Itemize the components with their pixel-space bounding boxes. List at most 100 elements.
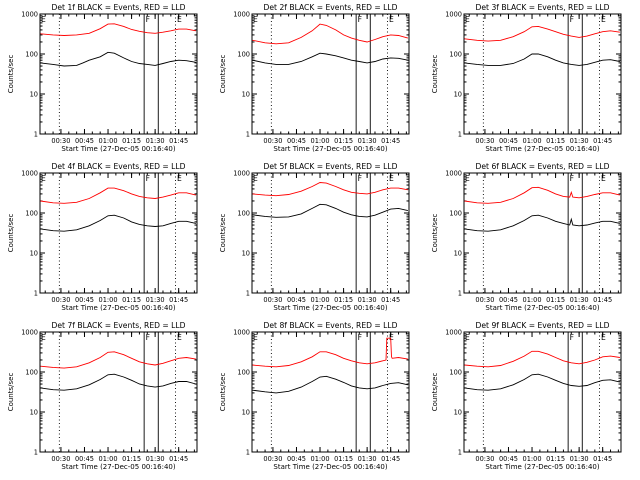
marker-label: F	[358, 333, 362, 342]
x-tick-label: 01:15	[546, 137, 565, 145]
plot-frame	[463, 331, 622, 453]
y-axis-label: Counts/sec	[431, 55, 439, 94]
x-axis-label: Start Time (27-Dec-05 00:16:40)	[61, 145, 175, 153]
x-tick-label: 01:15	[546, 296, 565, 304]
x-tick-label: 01:15	[334, 455, 353, 463]
y-tick-label: 1000	[445, 329, 462, 337]
series-line	[252, 337, 408, 368]
x-tick-label: 01:30	[146, 296, 165, 304]
y-tick-label: 100	[25, 210, 38, 218]
y-tick-label: 100	[25, 369, 38, 377]
x-tick-label: 01:30	[358, 455, 377, 463]
panel-det-7: Det 7f BLACK = Events, RED = LLD Counts/s…	[7, 321, 198, 471]
x-tick-label: 01:15	[122, 137, 141, 145]
x-tick-label: 01:00	[99, 296, 118, 304]
x-axis-label: Start Time (27-Dec-05 00:16:40)	[485, 304, 599, 312]
y-tick-label: 100	[237, 210, 250, 218]
series-line	[40, 51, 196, 67]
y-tick-label: 10	[454, 250, 462, 258]
panel-det-6: Det 6f BLACK = Events, RED = LLD Counts/s…	[431, 162, 622, 312]
x-tick-label: 00:45	[499, 137, 518, 145]
plot-frame	[251, 13, 410, 135]
x-tick-label: 00:30	[263, 455, 282, 463]
x-tick-label: 00:30	[51, 296, 70, 304]
y-tick-label: 100	[449, 210, 462, 218]
marker-label: F	[570, 174, 574, 183]
panel-det-3: Det 3f BLACK = Events, RED = LLD Counts/s…	[431, 3, 622, 153]
x-tick-label: 01:00	[523, 137, 542, 145]
plot-frame	[251, 331, 410, 453]
x-tick-label: 01:30	[570, 455, 589, 463]
x-tick-label: 01:45	[593, 137, 612, 145]
x-tick-label: 00:45	[287, 296, 306, 304]
plot-frame	[251, 172, 410, 294]
y-tick-label: 10	[30, 91, 38, 99]
y-tick-label: 1000	[21, 170, 38, 178]
x-tick-label: 01:30	[570, 296, 589, 304]
y-axis-label: Counts/sec	[431, 214, 439, 253]
x-axis-label: Start Time (27-Dec-05 00:16:40)	[485, 463, 599, 471]
x-tick-label: 00:30	[475, 296, 494, 304]
corner-label-e: E	[253, 174, 258, 183]
marker-label: E	[389, 333, 394, 342]
x-tick-label: 01:00	[523, 455, 542, 463]
y-tick-label: 10	[242, 409, 250, 417]
y-tick-label: 1	[458, 131, 462, 139]
x-tick-label: 01:30	[358, 137, 377, 145]
marker-label: E	[177, 333, 182, 342]
panel-title: Det 6f BLACK = Events, RED = LLD	[476, 162, 610, 171]
marker-label: F	[358, 15, 362, 24]
x-tick-label: 01:00	[523, 296, 542, 304]
plot-frame	[39, 13, 198, 135]
x-tick-label: 00:30	[51, 137, 70, 145]
panel-det-8: Det 8f BLACK = Events, RED = LLD Counts/s…	[219, 321, 410, 471]
panel-det-2: Det 2f BLACK = Events, RED = LLD Counts/s…	[219, 3, 410, 153]
y-tick-label: 100	[449, 51, 462, 59]
y-tick-label: 1000	[21, 329, 38, 337]
x-axis-label: Start Time (27-Dec-05 00:16:40)	[485, 145, 599, 153]
panel-det-1: Det 1f BLACK = Events, RED = LLD Counts/s…	[7, 3, 198, 153]
x-tick-label: 00:45	[499, 296, 518, 304]
panel-title: Det 7f BLACK = Events, RED = LLD	[52, 321, 186, 330]
y-axis-label: Counts/sec	[7, 373, 15, 412]
x-tick-label: 01:45	[169, 455, 188, 463]
marker-label: E	[601, 333, 606, 342]
panel-title: Det 3f BLACK = Events, RED = LLD	[476, 3, 610, 12]
series-line	[40, 23, 196, 36]
panel-title: Det 9f BLACK = Events, RED = LLD	[476, 321, 610, 330]
x-axis-label: Start Time (27-Dec-05 00:16:40)	[61, 463, 175, 471]
x-tick-label: 01:00	[311, 137, 330, 145]
series-line	[464, 350, 620, 368]
x-tick-label: 00:45	[75, 137, 94, 145]
corner-label-e: E	[41, 15, 46, 24]
y-tick-label: 100	[237, 369, 250, 377]
x-axis-label: Start Time (27-Dec-05 00:16:40)	[61, 304, 175, 312]
y-tick-label: 1	[458, 449, 462, 457]
y-tick-label: 10	[242, 250, 250, 258]
x-tick-label: 01:15	[334, 137, 353, 145]
series-line	[464, 214, 620, 232]
x-tick-label: 01:00	[311, 455, 330, 463]
y-tick-label: 1000	[233, 170, 250, 178]
x-tick-label: 01:30	[358, 296, 377, 304]
x-tick-label: 01:45	[169, 296, 188, 304]
x-tick-label: 01:00	[99, 455, 118, 463]
x-tick-label: 00:45	[499, 455, 518, 463]
y-tick-label: 10	[454, 409, 462, 417]
y-axis-label: Counts/sec	[431, 373, 439, 412]
x-axis-label: Start Time (27-Dec-05 00:16:40)	[273, 304, 387, 312]
x-tick-label: 01:15	[546, 455, 565, 463]
plot-frame	[463, 13, 622, 135]
series-line	[40, 351, 196, 369]
x-tick-label: 01:15	[122, 455, 141, 463]
x-axis-label: Start Time (27-Dec-05 00:16:40)	[273, 463, 387, 471]
marker-label: E	[389, 15, 394, 24]
x-tick-label: 00:45	[287, 137, 306, 145]
marker-label: F	[570, 333, 574, 342]
x-axis-label: Start Time (27-Dec-05 00:16:40)	[273, 145, 387, 153]
x-tick-label: 01:45	[381, 296, 400, 304]
panel-title: Det 1f BLACK = Events, RED = LLD	[52, 3, 186, 12]
panel-title: Det 4f BLACK = Events, RED = LLD	[52, 162, 186, 171]
y-tick-label: 10	[30, 409, 38, 417]
y-tick-label: 1000	[233, 329, 250, 337]
